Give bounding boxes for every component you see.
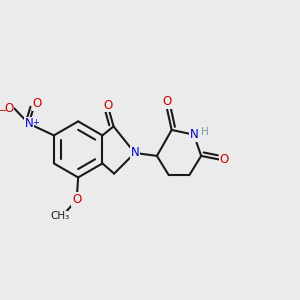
Text: O: O bbox=[103, 99, 112, 112]
Text: O: O bbox=[32, 97, 42, 110]
Text: O: O bbox=[4, 102, 14, 115]
Text: O: O bbox=[72, 193, 81, 206]
Text: O: O bbox=[220, 153, 229, 166]
Text: O: O bbox=[162, 95, 171, 108]
Text: N: N bbox=[130, 146, 139, 160]
Text: N: N bbox=[190, 128, 199, 141]
Text: H: H bbox=[201, 127, 209, 137]
Text: N: N bbox=[24, 117, 33, 130]
Text: +: + bbox=[32, 118, 39, 127]
Text: CH₃: CH₃ bbox=[51, 211, 70, 221]
Text: −: − bbox=[0, 106, 7, 116]
